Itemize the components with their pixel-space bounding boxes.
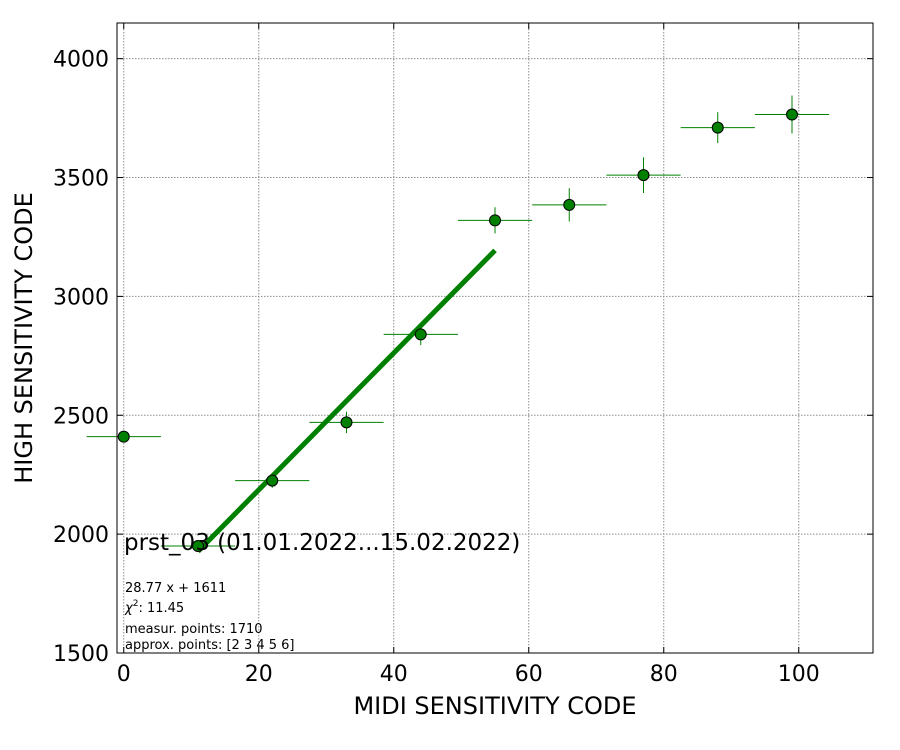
plot-frame	[116, 22, 874, 654]
x-tick-label: 0	[117, 662, 131, 687]
data-point	[563, 198, 576, 211]
y-tick-label: 3500	[53, 167, 109, 192]
x-tick-label: 20	[245, 662, 273, 687]
x-axis-label: MIDI SENSITIVITY CODE	[353, 692, 636, 720]
x-tick-label: 60	[515, 662, 543, 687]
fit-equation: 28.77 x + 1611	[125, 581, 226, 596]
chi2-symbol: χ	[124, 601, 134, 616]
data-point	[266, 474, 279, 487]
fit-line-group	[196, 248, 497, 554]
data-point	[711, 121, 724, 134]
data-point	[340, 416, 353, 429]
data-point	[192, 540, 204, 553]
chi2-exponent: 2	[133, 599, 139, 609]
y-tick-label: 2500	[53, 404, 109, 429]
data-points	[117, 108, 798, 553]
approx-points-label: approx. points: [2 3 4 5 6]	[125, 638, 295, 653]
plot-background	[117, 23, 873, 653]
y-tick-label: 1500	[53, 642, 109, 667]
chi2-label: χ2: 11.45	[124, 599, 184, 616]
axis-ticks: 0 20 40 60 80 100 1500 2000 2500 3000 3500 4000	[53, 23, 873, 687]
data-point	[637, 169, 650, 182]
data-point	[786, 108, 798, 121]
y-tick-label: 3000	[53, 285, 109, 310]
x-tick-label: 100	[778, 662, 820, 687]
y-axis-label: HIGH SENSITIVITY CODE	[10, 192, 38, 484]
annotation-title: prst_03 (01.01.2022...15.02.2022)	[124, 530, 520, 556]
y-tick-label: 4000	[53, 48, 109, 73]
x-tick-label: 80	[650, 662, 678, 687]
y-tick-label: 2000	[53, 523, 109, 548]
x-tick-label: 40	[380, 662, 408, 687]
data-point	[489, 214, 501, 227]
data-point	[414, 328, 427, 341]
chi2-value: : 11.45	[138, 601, 184, 616]
data-point	[117, 430, 130, 443]
fit-line	[196, 248, 497, 554]
measured-points-label: measur. points: 1710	[125, 622, 263, 637]
